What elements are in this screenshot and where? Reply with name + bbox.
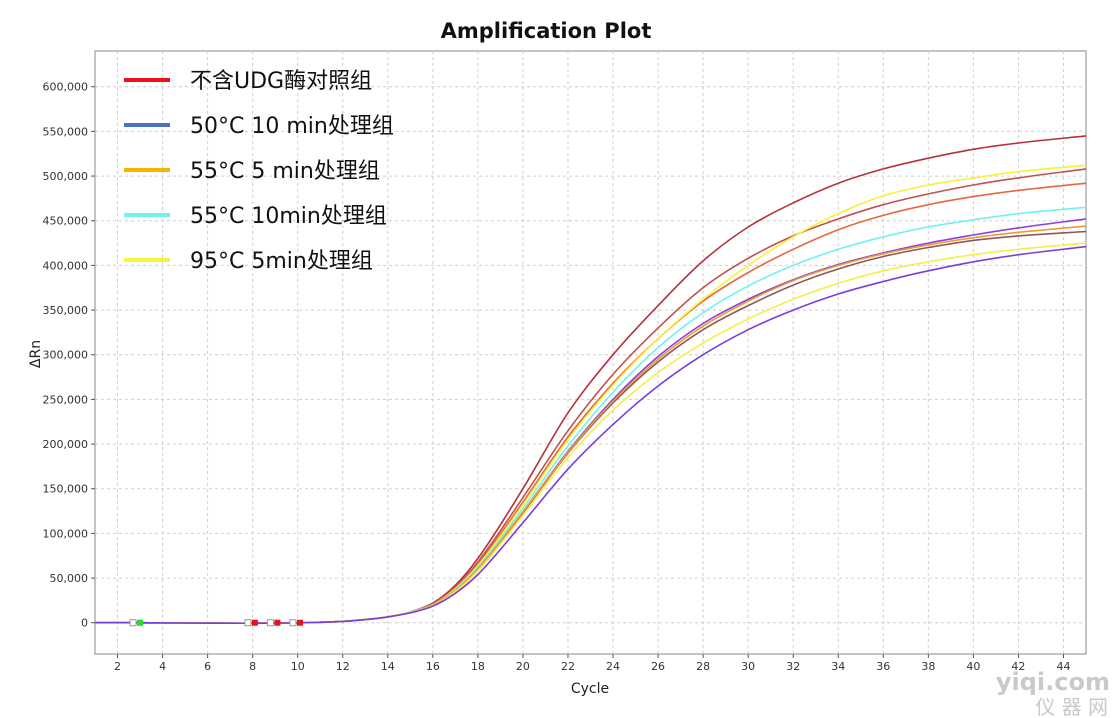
x-tick-label: 8: [249, 660, 256, 673]
legend-label: 55°C 10min处理组: [190, 204, 387, 229]
legend-label: 95°C 5min处理组: [190, 249, 373, 274]
legend-label: 50°C 10 min处理组: [190, 114, 394, 139]
x-tick-label: 42: [1011, 660, 1025, 673]
threshold-marker[interactable]: [296, 619, 303, 626]
y-tick-label: 400,000: [43, 259, 89, 272]
threshold-handle[interactable]: [289, 619, 297, 627]
x-tick-label: 20: [516, 660, 530, 673]
y-axis-label: ΔRn: [28, 340, 44, 368]
y-tick-label: 600,000: [43, 81, 89, 94]
threshold-marker[interactable]: [137, 619, 144, 626]
series-lines: [94, 135, 1087, 625]
threshold-handle[interactable]: [129, 619, 137, 627]
y-tick-label: 550,000: [43, 125, 89, 138]
x-tick-label: 38: [921, 660, 935, 673]
x-tick-label: 4: [159, 660, 166, 673]
x-tick-label: 40: [966, 660, 980, 673]
y-tick-label: 250,000: [43, 393, 89, 406]
x-tick-label: 24: [606, 660, 620, 673]
x-tick-label: 34: [831, 660, 845, 673]
legend: 不含UDG酶对照组 50°C 10 min处理组 55°C 5 min处理组 55°C…: [124, 69, 394, 274]
y-axis-ticks: 0 50,000 100,000 150,000 200,000 250,000 300,0…: [43, 81, 95, 630]
threshold-marker[interactable]: [251, 619, 258, 626]
y-tick-label: 450,000: [43, 215, 89, 228]
watermark-subtext: 仪 器 网: [1035, 695, 1108, 718]
y-tick-label: 50,000: [50, 572, 89, 585]
y-tick-label: 150,000: [43, 483, 89, 496]
legend-label: 不含UDG酶对照组: [190, 69, 372, 94]
threshold-handle[interactable]: [244, 619, 252, 627]
y-tick-label: 200,000: [43, 438, 89, 451]
y-tick-label: 300,000: [43, 349, 89, 362]
x-axis-label: Cycle: [571, 681, 609, 697]
x-tick-label: 44: [1056, 660, 1070, 673]
x-tick-label: 10: [291, 660, 305, 673]
x-axis-ticks: 2 4 6 8 10 12 14 16 18 20 22 24 26 28 30 32 34 36 38 40 42 44: [114, 654, 1070, 673]
watermark-text: yiqi.com: [996, 668, 1110, 696]
x-tick-label: 28: [696, 660, 710, 673]
x-tick-label: 26: [651, 660, 665, 673]
y-tick-label: 350,000: [43, 304, 89, 317]
x-tick-label: 30: [741, 660, 755, 673]
plot-area: [94, 50, 1087, 655]
x-tick-label: 36: [876, 660, 890, 673]
x-tick-label: 22: [561, 660, 575, 673]
series-line-10: [94, 245, 1087, 625]
x-tick-label: 32: [786, 660, 800, 673]
threshold-marker[interactable]: [274, 619, 281, 626]
threshold-handle[interactable]: [266, 619, 274, 627]
y-tick-label: 500,000: [43, 170, 89, 183]
threshold-markers: [129, 619, 303, 627]
x-tick-label: 12: [336, 660, 350, 673]
chart-title: Amplification Plot: [441, 19, 652, 43]
legend-label: 55°C 5 min处理组: [190, 159, 380, 184]
x-tick-label: 14: [381, 660, 395, 673]
grid-lines: [95, 51, 1086, 654]
x-tick-label: 2: [114, 660, 121, 673]
y-tick-label: 100,000: [43, 527, 89, 540]
x-tick-label: 16: [426, 660, 440, 673]
x-tick-label: 6: [204, 660, 211, 673]
x-tick-label: 18: [471, 660, 485, 673]
y-tick-label: 0: [81, 617, 88, 630]
